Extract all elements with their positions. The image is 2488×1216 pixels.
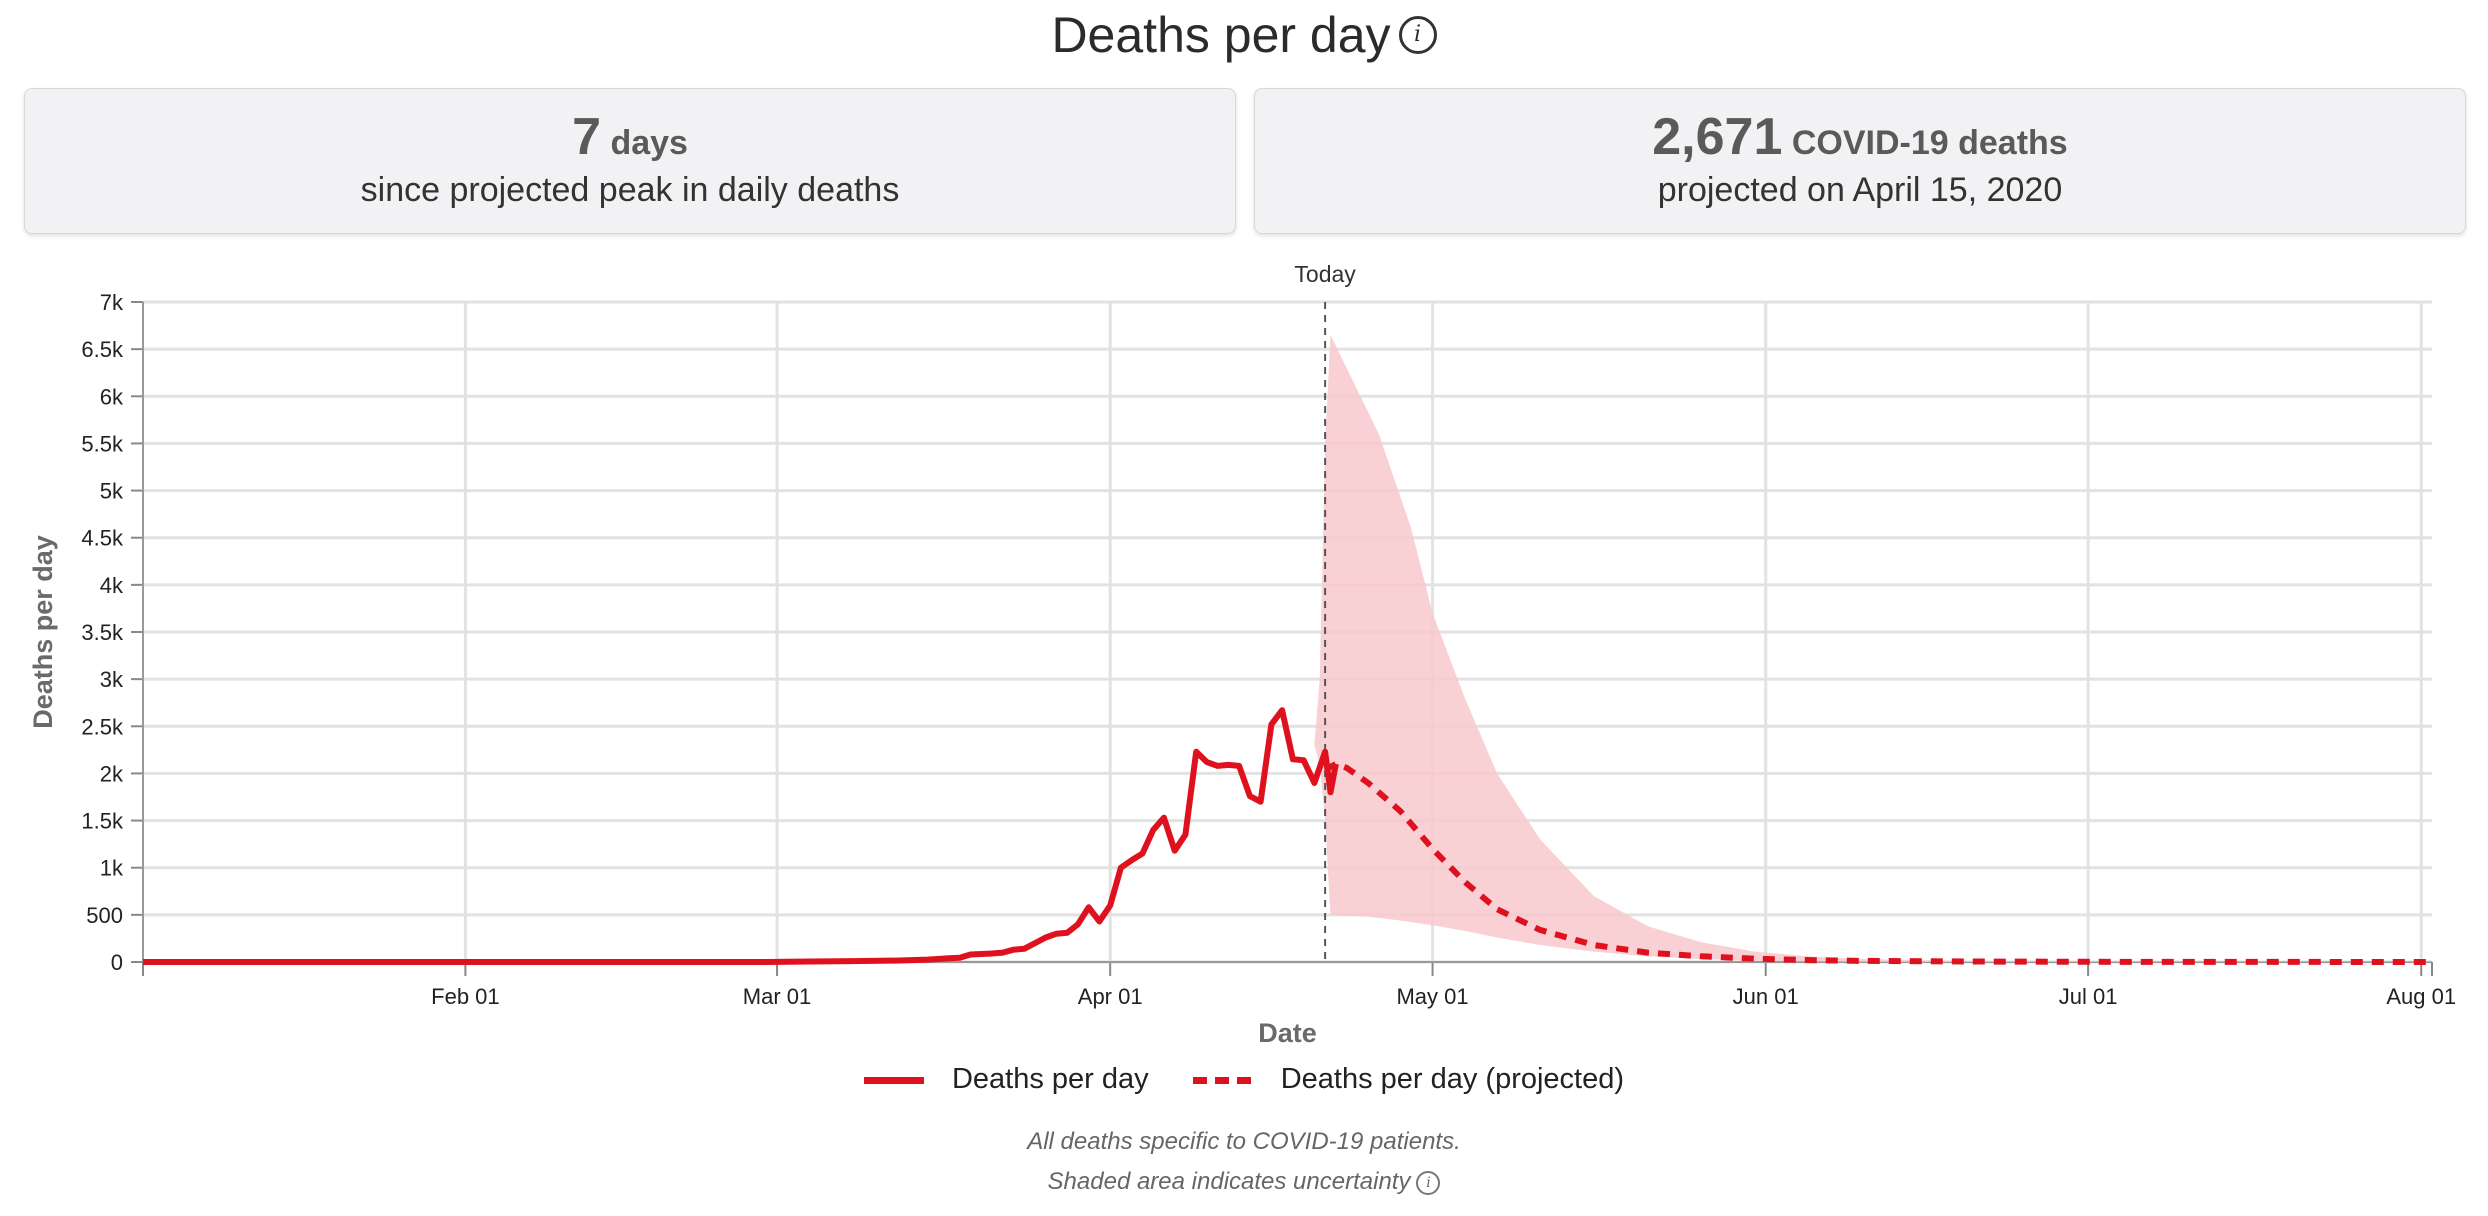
deaths-chart: 0 500 1k 1.5k 2k 2.5k 3k 3.5k 4k 4.5k 5k 5.5k 6k 6.5k…	[28, 261, 2456, 1048]
legend-label-actual: Deaths per day	[951, 1062, 1149, 1095]
page-title: Deaths per day i	[0, 6, 2488, 64]
projected-deaths-caption: projected on April 15, 2020	[1657, 171, 2063, 209]
y-axis-title: Deaths per day	[28, 535, 58, 729]
y-tick-label: 3k	[100, 667, 124, 692]
legend-item-actual[interactable]: Deaths per day	[863, 1062, 1149, 1096]
uncertainty-info-icon[interactable]: i	[1416, 1170, 1441, 1195]
projected-deaths-card: 2,671 COVID-19 deaths projected on April…	[1254, 88, 2466, 234]
y-tick-label: 1k	[100, 856, 124, 881]
x-tick-label: May 01	[1396, 984, 1468, 1009]
peak-days-card: 7 days since projected peak in daily dea…	[24, 88, 1236, 234]
today-label: Today	[1294, 261, 1356, 287]
note-uncertainty-text: Shaded area indicates uncertainty	[1047, 1168, 1411, 1195]
y-tick-label: 7k	[100, 290, 124, 315]
x-tick-label: Mar 01	[743, 984, 811, 1009]
x-tick-label: Aug 01	[2386, 984, 2456, 1009]
y-tick-label: 2.5k	[81, 714, 124, 739]
x-tick-label: Apr 01	[1078, 984, 1143, 1009]
y-tick-label: 2k	[100, 761, 124, 786]
legend-item-projected[interactable]: Deaths per day (projected)	[1192, 1062, 1625, 1096]
x-tick-label: Jun 01	[1733, 984, 1799, 1009]
x-tick-label: Jul 01	[2059, 984, 2118, 1009]
y-tick-label: 0	[111, 950, 123, 975]
chart-legend: Deaths per day Deaths per day (projected…	[0, 1062, 2488, 1096]
x-axis-title: Date	[1258, 1018, 1317, 1048]
y-tick-label: 1.5k	[81, 809, 124, 834]
projected-deaths-unit: COVID-19 deaths	[1791, 124, 2068, 162]
peak-days-value: 7 days	[25, 107, 1235, 167]
y-tick-label: 6k	[100, 384, 124, 409]
projected-deaths-value: 2,671 COVID-19 deaths	[1255, 107, 2465, 167]
y-tick-label: 6.5k	[81, 337, 124, 362]
y-tick-label: 4.5k	[81, 526, 124, 551]
info-icon[interactable]: i	[1398, 15, 1437, 54]
y-tick-label: 3.5k	[81, 620, 124, 645]
peak-days-caption: since projected peak in daily deaths	[360, 171, 900, 209]
y-tick-label: 5k	[100, 479, 124, 504]
title-text: Deaths per day	[1051, 7, 1391, 63]
y-tick-label: 5.5k	[81, 431, 124, 456]
note-uncertainty: Shaded area indicates uncertainty i	[0, 1168, 2488, 1196]
series-line-actual	[143, 707, 1339, 965]
y-tick-label: 500	[86, 903, 123, 928]
x-tick-label: Feb 01	[431, 984, 500, 1009]
legend-swatch-solid	[863, 1076, 924, 1084]
projected-deaths-number: 2,671	[1652, 108, 1783, 166]
peak-days-number: 7	[572, 108, 601, 166]
y-tick-label: 4k	[100, 573, 124, 598]
legend-swatch-dashed	[1192, 1076, 1253, 1084]
peak-days-unit: days	[610, 124, 688, 162]
series-line-projected	[1323, 761, 2433, 965]
note-deaths: All deaths specific to COVID-19 patients…	[1027, 1128, 1461, 1155]
legend-label-projected: Deaths per day (projected)	[1280, 1062, 1625, 1095]
uncertainty-band	[1314, 335, 2432, 962]
